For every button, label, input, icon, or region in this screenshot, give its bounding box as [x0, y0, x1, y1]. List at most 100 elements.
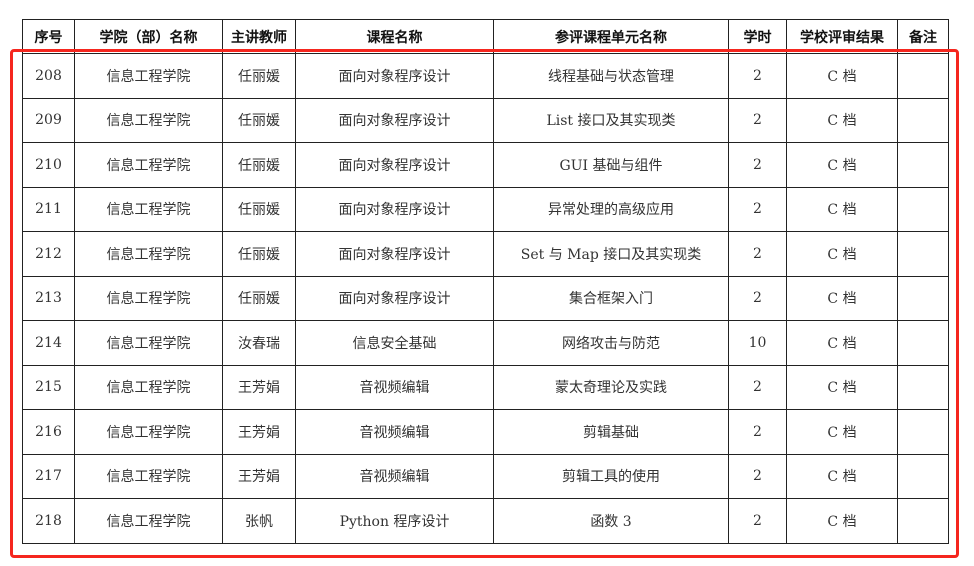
cell-college: 信息工程学院 [74, 409, 223, 455]
cell-unit: 集合框架入门 [493, 275, 729, 321]
cell-unit: 蒙太奇理论及实践 [493, 364, 729, 410]
cell-unit: Set 与 Map 接口及其实现类 [493, 231, 729, 277]
cell-teacher: 王芳娟 [222, 409, 296, 455]
header-hours: 学时 [728, 19, 787, 54]
cell-teacher: 任丽媛 [222, 275, 296, 321]
cell-unit: List 接口及其实现类 [493, 97, 729, 143]
table-row: 210 信息工程学院 任丽媛 面向对象程序设计 GUI 基础与组件 2 C 档 [22, 142, 949, 188]
table-row: 215 信息工程学院 王芳娟 音视频编辑 蒙太奇理论及实践 2 C 档 [22, 364, 949, 410]
cell-hours: 2 [728, 97, 787, 143]
cell-course: 面向对象程序设计 [295, 142, 494, 188]
cell-unit: 线程基础与状态管理 [493, 53, 729, 99]
cell-hours: 2 [728, 142, 787, 188]
cell-college: 信息工程学院 [74, 53, 223, 99]
cell-seq: 209 [22, 97, 75, 143]
cell-college: 信息工程学院 [74, 364, 223, 410]
cell-result: C 档 [786, 498, 898, 544]
cell-course: Python 程序设计 [295, 498, 494, 544]
cell-college: 信息工程学院 [74, 186, 223, 232]
cell-seq: 208 [22, 53, 75, 99]
table-row: 209 信息工程学院 任丽媛 面向对象程序设计 List 接口及其实现类 2 C 档 [22, 97, 949, 143]
cell-course: 面向对象程序设计 [295, 53, 494, 99]
cell-course: 音视频编辑 [295, 364, 494, 410]
table-row: 217 信息工程学院 王芳娟 音视频编辑 剪辑工具的使用 2 C 档 [22, 453, 949, 499]
cell-seq: 217 [22, 453, 75, 499]
cell-seq: 211 [22, 186, 75, 232]
header-result: 学校评审结果 [786, 19, 898, 54]
cell-college: 信息工程学院 [74, 320, 223, 366]
course-review-table: 序号 学院（部）名称 主讲教师 课程名称 参评课程单元名称 学时 学校评审结果 备注 208 信… [22, 19, 949, 544]
cell-college: 信息工程学院 [74, 453, 223, 499]
cell-teacher: 王芳娟 [222, 453, 296, 499]
cell-unit: 网络攻击与防范 [493, 320, 729, 366]
cell-teacher: 张帆 [222, 498, 296, 544]
cell-college: 信息工程学院 [74, 498, 223, 544]
cell-result: C 档 [786, 409, 898, 455]
cell-seq: 218 [22, 498, 75, 544]
cell-hours: 2 [728, 364, 787, 410]
table-row: 214 信息工程学院 汝春瑞 信息安全基础 网络攻击与防范 10 C 档 [22, 320, 949, 366]
cell-unit: GUI 基础与组件 [493, 142, 729, 188]
cell-hours: 2 [728, 186, 787, 232]
cell-teacher: 任丽媛 [222, 186, 296, 232]
cell-remark [897, 186, 949, 232]
cell-remark [897, 142, 949, 188]
table-row: 213 信息工程学院 任丽媛 面向对象程序设计 集合框架入门 2 C 档 [22, 275, 949, 321]
cell-seq: 212 [22, 231, 75, 277]
cell-remark [897, 97, 949, 143]
cell-result: C 档 [786, 364, 898, 410]
cell-result: C 档 [786, 142, 898, 188]
cell-seq: 215 [22, 364, 75, 410]
cell-hours: 10 [728, 320, 787, 366]
cell-teacher: 任丽媛 [222, 53, 296, 99]
cell-remark [897, 275, 949, 321]
cell-seq: 214 [22, 320, 75, 366]
table-row: 216 信息工程学院 王芳娟 音视频编辑 剪辑基础 2 C 档 [22, 409, 949, 455]
cell-teacher: 任丽媛 [222, 231, 296, 277]
cell-result: C 档 [786, 231, 898, 277]
cell-course: 信息安全基础 [295, 320, 494, 366]
cell-unit: 函数 3 [493, 498, 729, 544]
cell-unit: 剪辑工具的使用 [493, 453, 729, 499]
cell-result: C 档 [786, 186, 898, 232]
cell-remark [897, 364, 949, 410]
cell-result: C 档 [786, 453, 898, 499]
cell-college: 信息工程学院 [74, 231, 223, 277]
cell-teacher: 汝春瑞 [222, 320, 296, 366]
cell-remark [897, 453, 949, 499]
cell-course: 面向对象程序设计 [295, 97, 494, 143]
cell-teacher: 任丽媛 [222, 142, 296, 188]
cell-remark [897, 320, 949, 366]
cell-hours: 2 [728, 275, 787, 321]
cell-unit: 异常处理的高级应用 [493, 186, 729, 232]
cell-result: C 档 [786, 97, 898, 143]
cell-hours: 2 [728, 453, 787, 499]
cell-course: 面向对象程序设计 [295, 231, 494, 277]
cell-college: 信息工程学院 [74, 97, 223, 143]
cell-teacher: 王芳娟 [222, 364, 296, 410]
table-row: 211 信息工程学院 任丽媛 面向对象程序设计 异常处理的高级应用 2 C 档 [22, 186, 949, 232]
cell-remark [897, 409, 949, 455]
cell-hours: 2 [728, 409, 787, 455]
table-row: 208 信息工程学院 任丽媛 面向对象程序设计 线程基础与状态管理 2 C 档 [22, 53, 949, 99]
cell-seq: 216 [22, 409, 75, 455]
header-teacher: 主讲教师 [222, 19, 296, 54]
cell-hours: 2 [728, 498, 787, 544]
cell-remark [897, 231, 949, 277]
cell-course: 音视频编辑 [295, 453, 494, 499]
cell-result: C 档 [786, 320, 898, 366]
header-remark: 备注 [897, 19, 949, 54]
cell-hours: 2 [728, 53, 787, 99]
header-unit: 参评课程单元名称 [493, 19, 729, 54]
header-row: 序号 学院（部）名称 主讲教师 课程名称 参评课程单元名称 学时 学校评审结果 备注 [22, 19, 949, 54]
header-course: 课程名称 [295, 19, 494, 54]
table-row: 212 信息工程学院 任丽媛 面向对象程序设计 Set 与 Map 接口及其实现类 2 C … [22, 231, 949, 277]
cell-remark [897, 53, 949, 99]
cell-result: C 档 [786, 53, 898, 99]
cell-seq: 213 [22, 275, 75, 321]
cell-college: 信息工程学院 [74, 275, 223, 321]
cell-course: 面向对象程序设计 [295, 275, 494, 321]
header-seq: 序号 [22, 19, 75, 54]
cell-course: 面向对象程序设计 [295, 186, 494, 232]
